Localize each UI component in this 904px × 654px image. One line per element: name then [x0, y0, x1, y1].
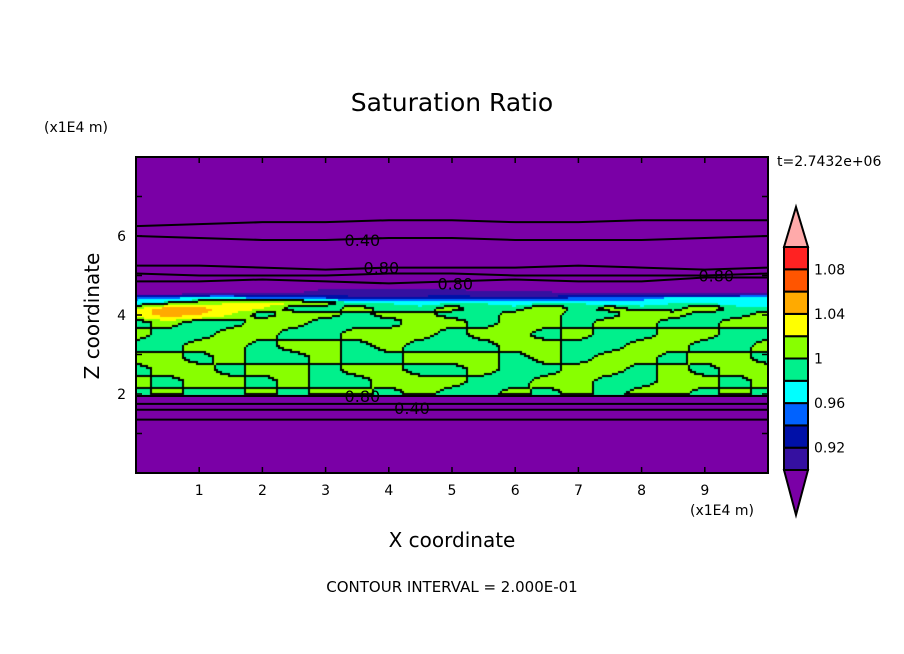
contour-label: 0.40	[394, 399, 430, 418]
y-axis-unit: (x1E4 m)	[44, 120, 108, 136]
x-tick-label: 6	[511, 483, 520, 499]
contour-label: 0.80	[364, 259, 400, 278]
chart-title: Saturation Ratio	[350, 88, 554, 117]
contour-label: 0.40	[345, 231, 381, 250]
colorbar-swatch	[783, 446, 809, 472]
contour-lines: 0.40 0.80 0.80 0.80 0.80 0.40	[135, 219, 769, 421]
x-tick-label: 5	[448, 483, 457, 499]
colorbar-extend-high	[782, 203, 810, 248]
contour-label: 0.80	[698, 267, 734, 286]
contour-line	[135, 272, 769, 277]
colorbar-tick-label: 1	[814, 352, 823, 368]
colorbar-swatch	[783, 379, 809, 405]
colorbar-swatch	[783, 402, 809, 427]
x-tick-label: 7	[574, 483, 583, 499]
x-tick-label: 4	[384, 483, 393, 499]
x-tick-label: 8	[637, 483, 646, 499]
colorbar-swatch	[783, 268, 809, 293]
contour-label: 0.80	[437, 274, 473, 293]
contour-interval-note: CONTOUR INTERVAL = 2.000E-01	[326, 578, 578, 596]
colorbar: 0.92 0.96 1 1.04 1.08	[782, 203, 845, 519]
x-axis-unit: (x1E4 m)	[690, 503, 754, 519]
colorbar-swatch	[783, 246, 809, 271]
contour-label: 0.80	[345, 387, 381, 406]
y-tick-label: 6	[117, 229, 126, 245]
colorbar-swatch	[783, 312, 809, 338]
x-tick-label: 9	[700, 483, 709, 499]
colorbar-swatch	[783, 290, 809, 315]
x-tick-label: 3	[321, 483, 330, 499]
contour-line	[136, 276, 768, 285]
contour-line	[135, 219, 768, 228]
x-tick-label: 2	[258, 483, 267, 499]
contour-line	[136, 264, 769, 271]
colorbar-swatch	[783, 357, 809, 382]
time-label: t=2.7432e+06	[777, 154, 882, 170]
colorbar-tick-label: 0.96	[814, 396, 845, 412]
colorbar-extend-low	[782, 469, 810, 519]
colorbar-tick-label: 1.08	[814, 262, 845, 278]
colorbar-tick-label: 0.92	[814, 441, 845, 457]
y-tick-label: 2	[117, 387, 126, 403]
axis-ticks: 1 2 3 4 5 6 7 8 9 2 4 6	[117, 157, 768, 499]
colorbar-tick-label: 1.04	[814, 307, 845, 323]
colorbar-swatch	[783, 335, 809, 360]
plot-frame	[135, 156, 769, 474]
x-axis-label: X coordinate	[388, 528, 516, 552]
contour-line	[135, 235, 769, 241]
colorbar-swatch	[783, 424, 809, 449]
x-tick-label: 1	[195, 483, 204, 499]
y-tick-label: 4	[117, 308, 126, 324]
